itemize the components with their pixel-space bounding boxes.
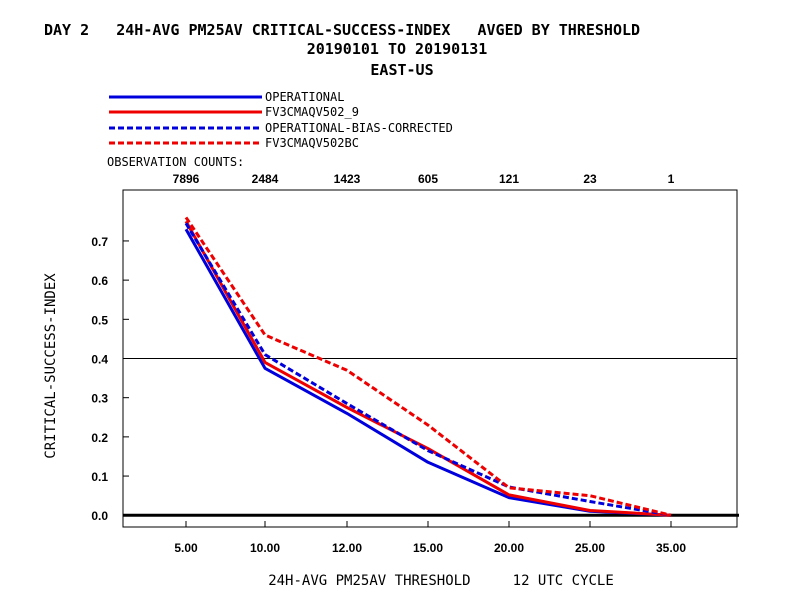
observation-count: 2484 [252,172,279,186]
series-line-operational [184,228,672,517]
observation-count: 1 [668,172,675,186]
legend-label: FV3CMAQV502_9 [265,105,359,119]
y-tick-label: 0.0 [91,509,108,523]
y-tick-label: 0.4 [91,353,108,367]
series-layer [184,216,672,517]
y-tick-label: 0.7 [91,235,108,249]
y-tick-label: 0.6 [91,274,108,288]
y-tick-label: 0.1 [91,470,108,484]
series-line-fv3cmaqv502bc [184,216,672,517]
observation-count: 1423 [334,172,361,186]
y-tick-label: 0.3 [91,392,108,406]
x-tick-label: 35.00 [656,541,686,555]
legend-label: FV3CMAQV502BC [265,136,359,150]
chart-title-line1: DAY 2 24H-AVG PM25AV CRITICAL-SUCCESS-IN… [44,21,640,39]
y-axis-label: CRITICAL-SUCCESS-INDEX [43,273,59,459]
y-tick-label: 0.5 [91,313,108,327]
x-tick-label: 5.00 [174,541,198,555]
x-tick-label: 15.00 [413,541,443,555]
x-tick-label: 10.00 [250,541,280,555]
observation-count: 23 [583,172,597,186]
x-tick-label: 12.00 [332,541,362,555]
chart-title-line3: EAST-US [370,61,433,79]
x-tick-label: 25.00 [575,541,605,555]
observation-counts-label: OBSERVATION COUNTS: [107,155,244,169]
x-tick-label: 20.00 [494,541,524,555]
y-tick-label: 0.2 [91,431,108,445]
x-axis: 5.00 10.00 12.00 15.00 20.00 25.00 35.00 [174,521,686,555]
observation-count: 7896 [173,172,200,186]
series-line-operational-bias-corrected [184,222,672,517]
legend-label: OPERATIONAL [265,90,344,104]
observation-counts: 7896 2484 1423 605 121 23 1 [173,172,675,186]
series-line-fv3cmaqv502-9 [184,220,672,517]
y-axis: 0.0 0.1 0.2 0.3 0.4 0.5 0.6 0.7 [91,235,129,523]
observation-count: 121 [499,172,519,186]
observation-count: 605 [418,172,438,186]
legend-label: OPERATIONAL-BIAS-CORRECTED [265,121,453,135]
x-axis-label: 24H-AVG PM25AV THRESHOLD 12 UTC CYCLE [268,573,614,589]
chart-title-line2: 20190101 TO 20190131 [307,40,488,58]
